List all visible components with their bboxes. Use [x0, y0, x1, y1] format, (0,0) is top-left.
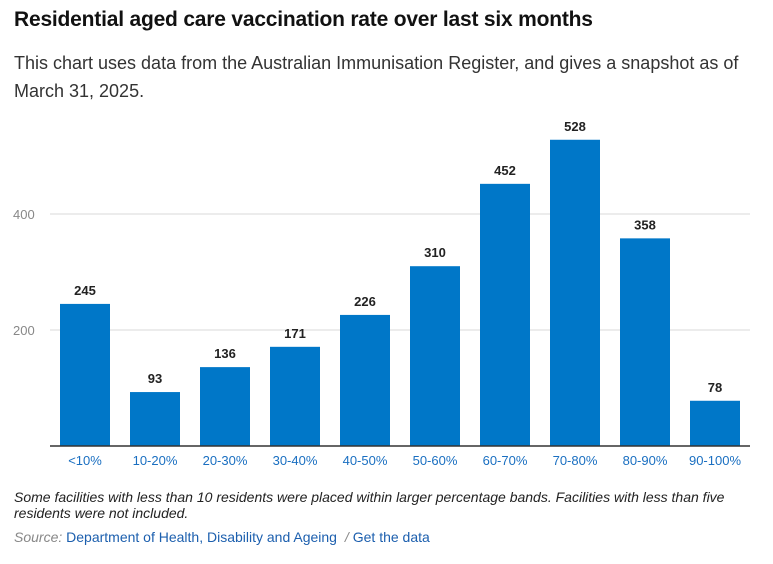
x-tick-label: 80-90% — [623, 453, 668, 468]
x-tick-label: 60-70% — [483, 453, 528, 468]
chart-subtitle: This chart uses data from the Australian… — [14, 53, 739, 101]
chart-title: Residential aged care vaccination rate o… — [14, 8, 593, 31]
bar — [410, 266, 460, 446]
bar — [480, 183, 530, 446]
x-tick-label: 90-100% — [689, 453, 741, 468]
bar — [550, 139, 600, 446]
bar — [690, 400, 740, 446]
bar-chart: 200 400 245 <10% 93 10-20% 136 20-30% 171 30-40% 2… — [13, 119, 750, 468]
source-link[interactable]: Department of Health, Disability and Age… — [66, 529, 337, 545]
y-tick-label: 200 — [13, 323, 35, 338]
x-tick-label: 70-80% — [553, 453, 598, 468]
x-tick-label: <10% — [68, 453, 102, 468]
bar — [130, 392, 180, 446]
x-tick-label: 20-30% — [203, 453, 248, 468]
x-tick-label: 40-50% — [343, 453, 388, 468]
data-label: 245 — [74, 283, 96, 298]
source-line: Source: Department of Health, Disability… — [14, 529, 430, 545]
get-the-data-link[interactable]: Get the data — [352, 529, 430, 545]
data-label: 93 — [148, 371, 162, 386]
y-tick-label: 400 — [13, 207, 35, 222]
data-label: 171 — [284, 326, 306, 341]
data-label: 452 — [494, 163, 516, 178]
bar — [200, 367, 250, 446]
data-label: 358 — [634, 217, 656, 232]
bar — [270, 346, 320, 446]
data-label: 226 — [354, 294, 376, 309]
x-tick-label: 50-60% — [413, 453, 458, 468]
data-label: 78 — [708, 380, 722, 395]
source-label: Source: — [14, 529, 63, 545]
x-tick-label: 30-40% — [273, 453, 318, 468]
x-tick-label: 10-20% — [133, 453, 178, 468]
data-label: 310 — [424, 245, 446, 260]
data-label: 528 — [564, 119, 586, 134]
bar — [60, 303, 110, 446]
footnote: Some facilities with less than 10 reside… — [14, 489, 725, 521]
bar — [620, 238, 670, 446]
bar — [340, 314, 390, 446]
source-separator: / — [344, 529, 349, 545]
data-label: 136 — [214, 346, 236, 361]
